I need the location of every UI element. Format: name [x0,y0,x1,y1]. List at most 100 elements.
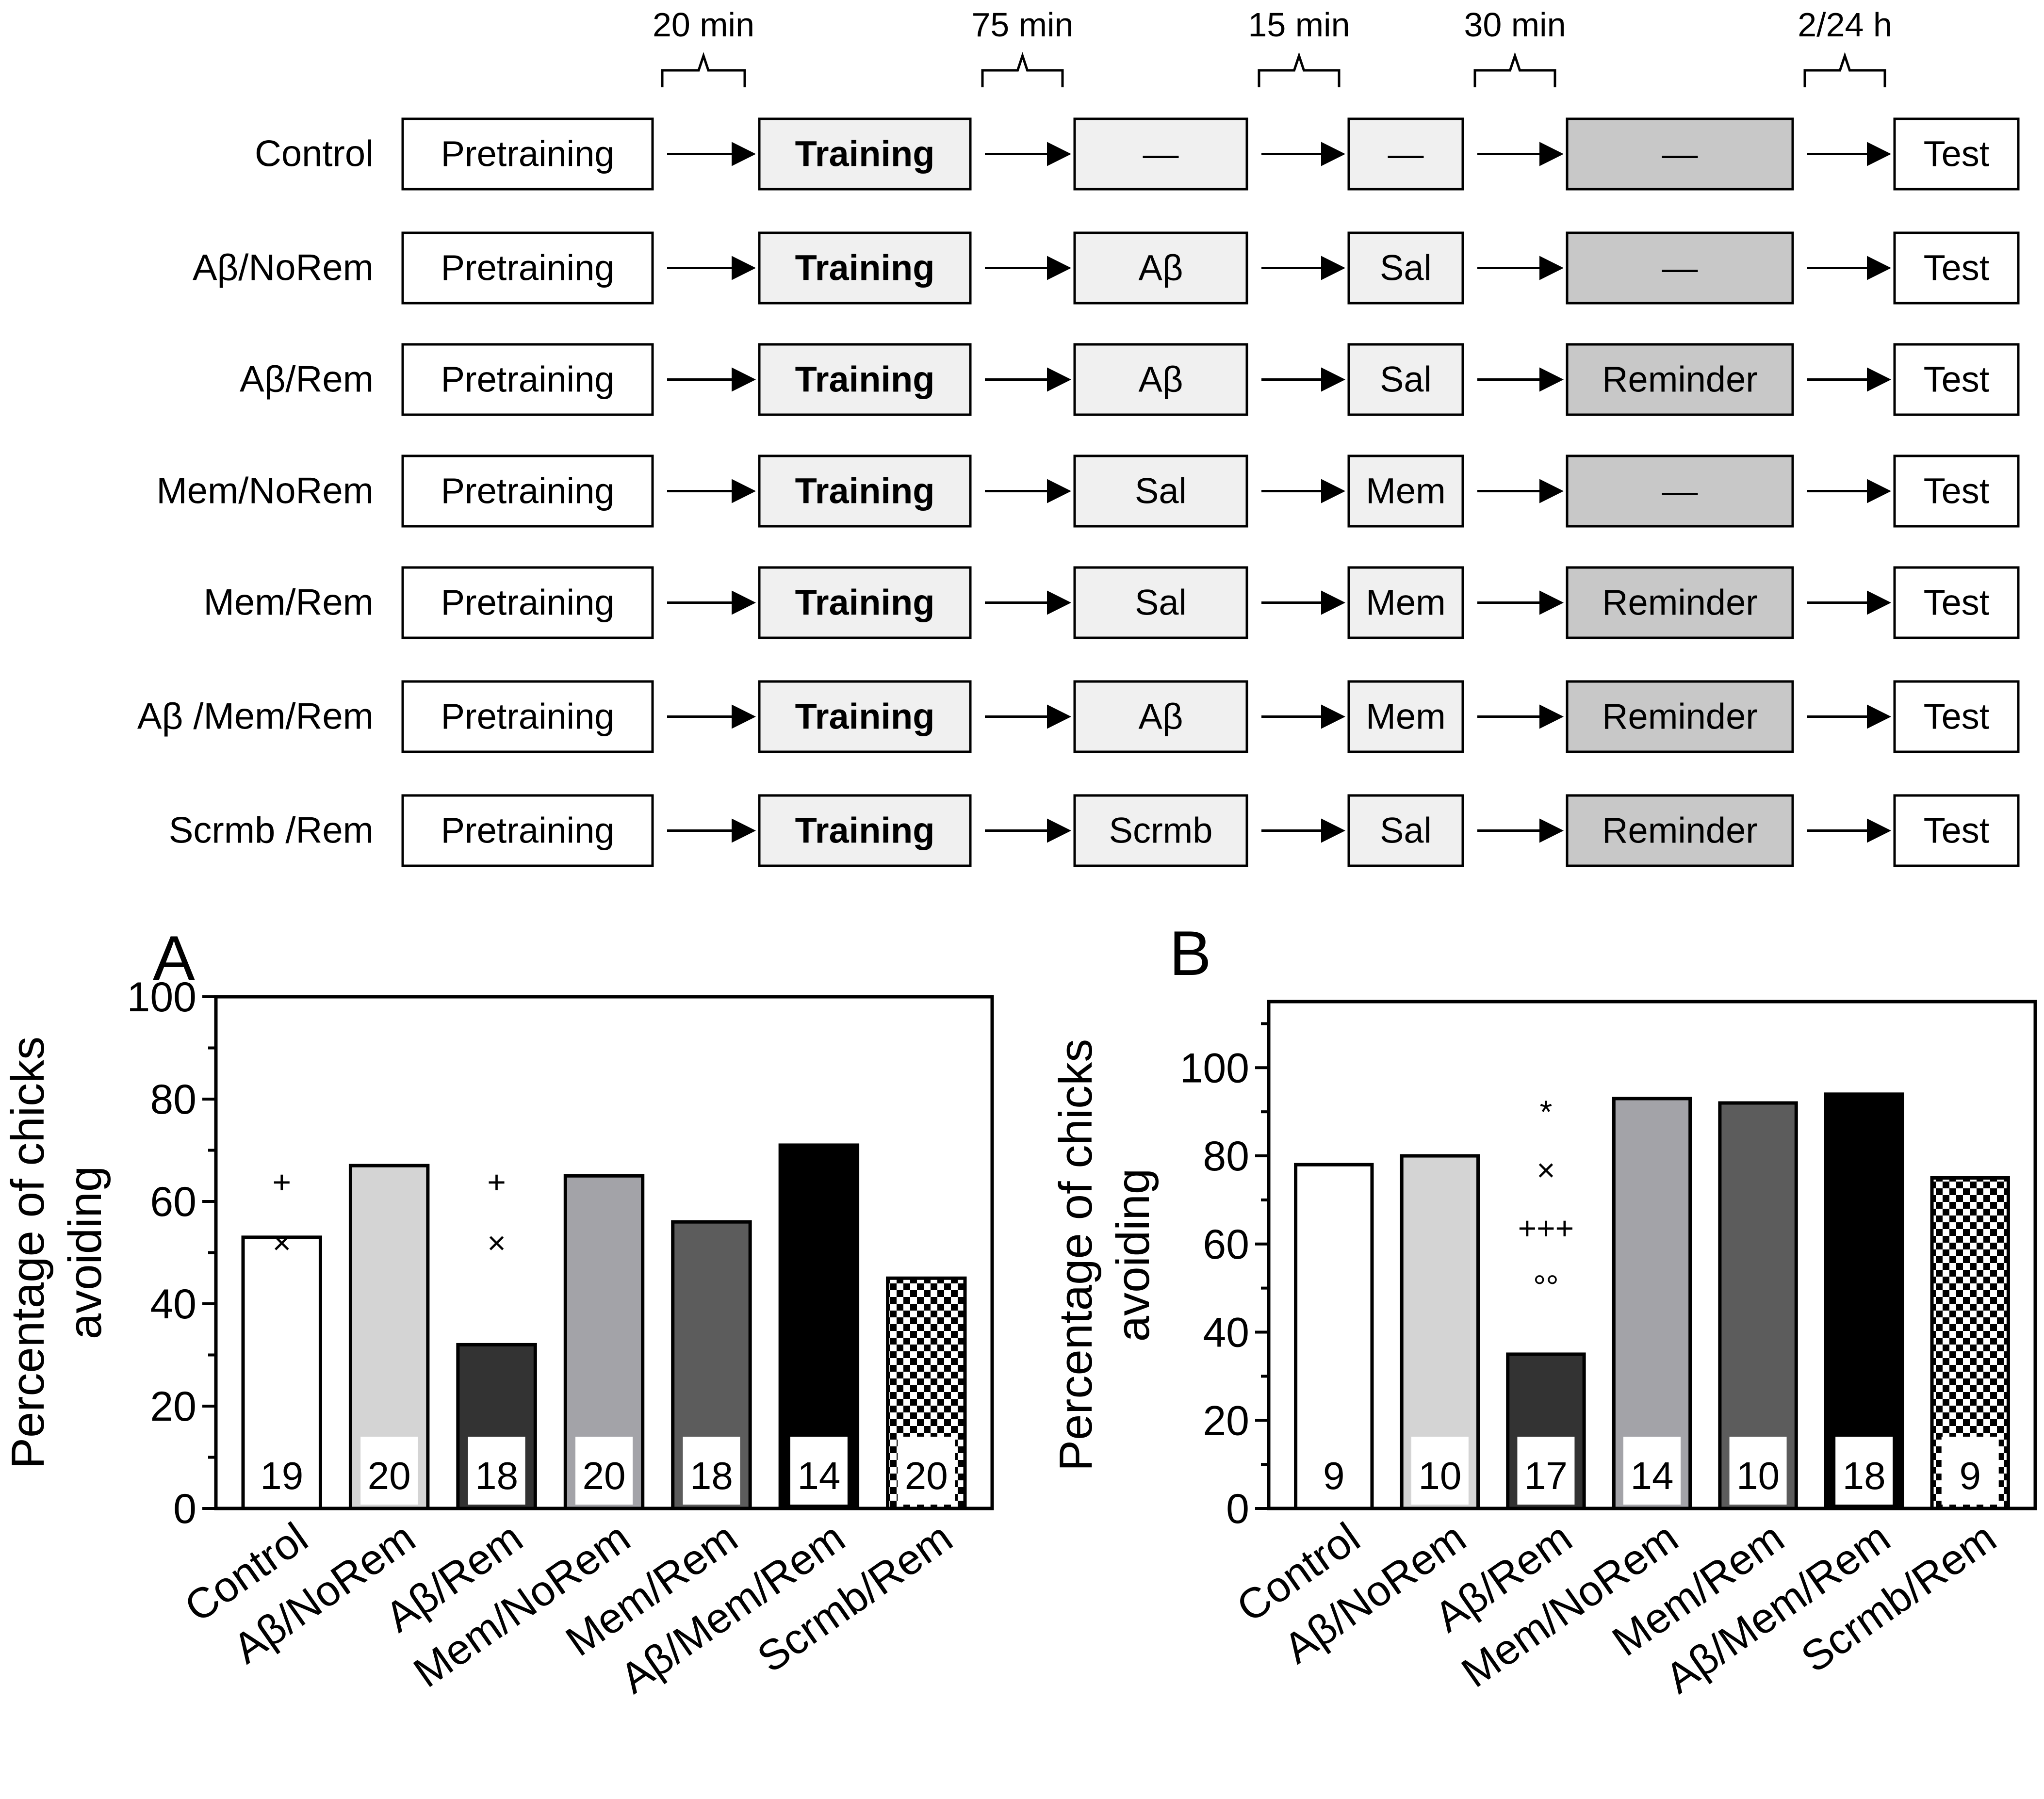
step-label: Pretraining [441,697,615,737]
step-label: Test [1924,248,1990,288]
step-box [1893,231,2020,305]
step-label: Reminder [1602,810,1758,851]
step-label: Pretraining [441,810,615,851]
step-box [1347,566,1464,639]
step-label: Training [795,134,935,174]
group-label: Aβ /Mem/Rem [137,696,374,737]
step-box [758,454,972,528]
y-tick-label: 60 [150,1179,196,1225]
step-box [1073,794,1248,867]
step-box [758,794,972,867]
n-label-box [1517,1437,1575,1505]
n-label: 18 [475,1454,518,1497]
n-label-box [1305,1437,1363,1505]
step-box [401,231,654,305]
step-box [758,680,972,753]
group-label: Scrmb /Rem [169,810,374,851]
n-label: 14 [1631,1454,1674,1497]
y-tick-label: 40 [1203,1310,1249,1356]
interval-label: 2/24 h [1798,6,1892,44]
n-label-box [1941,1437,1999,1505]
group-label: Aβ/NoRem [193,247,374,289]
step-label: — [1662,248,1698,288]
interval-label: 20 min [653,6,754,44]
step-box [401,566,654,639]
step-label: Sal [1380,359,1432,400]
n-label: 10 [1418,1454,1461,1497]
step-box [1566,231,1794,305]
step-label: Mem [1366,583,1445,623]
panel-a: A Percentage of chicks avoiding 0 20 40 60 80 10… [2,923,994,1702]
step-label: Training [795,359,935,400]
step-box [758,117,972,191]
step-box [1566,343,1794,416]
n-label: 9 [1323,1454,1345,1497]
step-label: Sal [1135,471,1187,511]
step-box [1566,794,1794,867]
y-tick-label: 0 [173,1486,196,1532]
group-label: Aβ/Rem [240,359,374,400]
n-label-box [1623,1437,1681,1505]
step-label: Test [1924,471,1990,511]
panel-letter: A [153,923,195,993]
y-tick-label: 80 [1203,1133,1249,1180]
step-box [1893,680,2020,753]
step-label: Test [1924,359,1990,400]
step-label: — [1143,134,1179,174]
step-label: Pretraining [441,583,615,623]
n-label-box [898,1437,955,1505]
step-label: Sal [1380,248,1432,288]
step-box [1893,343,2020,416]
step-label: Reminder [1602,697,1758,737]
step-box [1566,117,1794,191]
step-box [401,794,654,867]
significance-mark: + [272,1164,291,1200]
step-box [1566,680,1794,753]
significance-mark: × [487,1225,506,1261]
step-box [758,566,972,639]
step-label: Test [1924,583,1990,623]
n-label: 18 [690,1454,733,1497]
n-label: 14 [797,1454,840,1497]
step-label: Sal [1380,810,1432,851]
interval-label: 30 min [1464,6,1566,44]
significance-mark: × [1537,1152,1555,1188]
significance-mark: °° [1533,1268,1559,1304]
step-box [1893,566,2020,639]
step-label: Training [795,248,935,288]
step-label: Scrmb [1109,810,1213,851]
panel-letter: B [1169,918,1211,989]
step-box [1073,680,1248,753]
step-box [1566,566,1794,639]
step-box [1073,117,1248,191]
step-label: Pretraining [441,471,615,511]
step-box [758,231,972,305]
y-tick-label: 20 [150,1383,196,1430]
protocol-diagram: 20 min 75 min 15 min 30 min 2/24 h Control Pre… [137,6,2020,867]
step-label: Training [795,810,935,851]
n-label-box [683,1437,740,1505]
interval-brace [1803,52,1886,87]
step-label: Pretraining [441,248,615,288]
step-label: — [1662,471,1698,511]
interval-label: 15 min [1248,6,1350,44]
step-box [1073,343,1248,416]
y-tick-label: 80 [150,1076,196,1123]
step-box [1347,454,1464,528]
y-tick-label: 100 [1180,1045,1250,1091]
n-label: 20 [583,1454,626,1497]
step-box [758,343,972,416]
n-label-box [360,1437,418,1505]
n-label: 18 [1843,1454,1886,1497]
step-label: Training [795,583,935,623]
n-label-box [1729,1437,1787,1505]
step-label: Pretraining [441,134,615,174]
step-box [1073,566,1248,639]
interval-brace [1473,52,1556,87]
n-label-box [1835,1437,1893,1505]
step-label: Mem [1366,471,1445,511]
step-box [1347,117,1464,191]
n-label: 10 [1736,1454,1780,1497]
